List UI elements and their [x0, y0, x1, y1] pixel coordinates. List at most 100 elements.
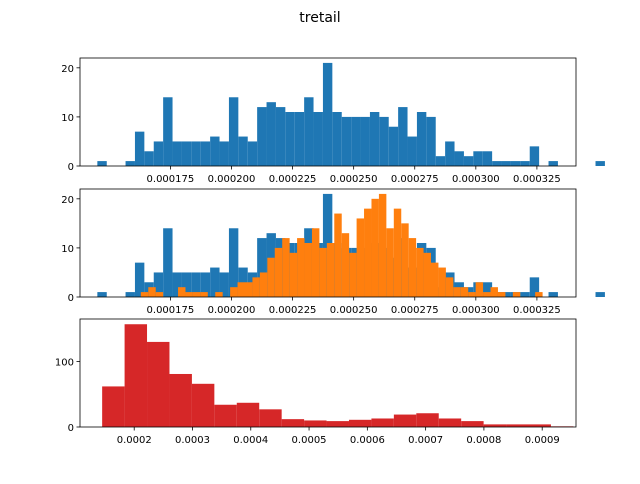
axes-frame — [79, 318, 577, 428]
histogram-bar-orange — [438, 267, 446, 297]
x-tick-label: 0.000200 — [208, 174, 256, 185]
x-tick-label: 0.000300 — [452, 305, 500, 316]
histogram-bar-orange — [200, 292, 208, 297]
subplot-2: 0 10 20 0.000175 0.000200 0.000225 0.000250 0.0… — [61, 188, 605, 316]
histogram-bar-orange — [416, 247, 424, 297]
histogram-bar-blue — [379, 116, 389, 166]
histogram-bar-blue — [510, 161, 521, 166]
histogram-bar-blue — [520, 161, 530, 166]
histogram-bar-blue — [191, 141, 201, 166]
histogram-bar-orange — [148, 287, 156, 297]
histogram-bar-blue — [407, 136, 417, 166]
y-tick-label: 100 — [55, 358, 74, 369]
histogram-bar-orange — [468, 292, 476, 297]
histogram-bar-blue — [482, 282, 493, 297]
histogram-bar-blue — [473, 151, 483, 166]
histogram-bar-blue — [228, 97, 239, 166]
x-tick-label: 0.0005 — [292, 435, 327, 446]
histogram-bar-blue — [210, 267, 220, 297]
histogram-bar-red — [124, 324, 148, 427]
y-tick-label: 10 — [61, 244, 74, 255]
x-tick-label: 0.0007 — [408, 435, 443, 446]
histogram-bar-orange — [237, 282, 245, 297]
histogram-bar-orange — [497, 292, 506, 297]
histogram-bar-blue — [210, 136, 220, 166]
histogram-bar-orange — [289, 252, 298, 297]
histogram-bar-blue — [228, 228, 239, 297]
histogram-bar-blue — [294, 112, 305, 166]
histogram-bar-blue — [548, 161, 558, 166]
histogram-bar-blue — [163, 97, 173, 166]
histogram-bar-orange — [192, 292, 201, 297]
y-tick-label: 10 — [61, 113, 74, 124]
histogram-bar-orange — [401, 223, 409, 297]
subplot-3: 0 100 0.0002 0.0003 0.0004 0.0005 0.0006 0.0007… — [55, 318, 577, 446]
histogram-bar-orange — [535, 292, 543, 297]
histogram-bar-orange — [334, 213, 342, 297]
histogram-bar-orange — [475, 282, 484, 297]
histogram-bar-blue — [595, 292, 605, 297]
histogram-bar-orange — [341, 233, 350, 297]
histogram-bar-blue — [529, 146, 540, 166]
histogram-bar-blue — [97, 292, 107, 297]
histogram-bar-blue — [181, 141, 192, 166]
histogram-bar-blue — [416, 112, 427, 166]
histogram-bar-blue — [266, 102, 276, 166]
histogram-bar-blue — [172, 141, 182, 166]
histogram-bar-orange — [304, 243, 312, 297]
y-tick-label: 0 — [68, 293, 74, 304]
x-tick-label: 0.000250 — [330, 305, 378, 316]
histogram-bar-blue — [332, 112, 342, 166]
histogram-bar-blue — [398, 107, 408, 166]
histogram-bar-orange — [155, 292, 164, 297]
histogram-bar-blue — [134, 131, 145, 166]
histogram-bar-red — [371, 418, 394, 427]
x-tick-label: 0.000250 — [330, 174, 378, 185]
histogram-bar-blue — [257, 107, 267, 166]
histogram-bar-orange — [386, 228, 394, 297]
histogram-bar-red — [483, 424, 507, 427]
histogram-bar-red — [326, 421, 349, 427]
x-tick-label: 0.0003 — [175, 435, 210, 446]
histogram-bar-orange — [378, 193, 387, 297]
histogram-bar-orange — [460, 287, 469, 297]
histogram-bar-orange — [245, 282, 253, 297]
histogram-bar-blue — [454, 151, 464, 166]
histogram-bar-blue — [200, 272, 211, 297]
histogram-bar-blue — [134, 262, 145, 297]
histogram-bar-orange — [267, 257, 275, 297]
histogram-bar-orange — [282, 238, 290, 297]
histogram-bar-red — [461, 421, 484, 427]
histogram-bar-blue — [482, 151, 493, 166]
histogram-bar-blue — [275, 107, 286, 166]
y-tick-label: 20 — [61, 195, 74, 206]
histogram-bar-blue — [548, 292, 558, 297]
histogram-bar-blue — [520, 292, 530, 297]
histogram-bar-red — [393, 414, 417, 427]
histogram-bar-red — [416, 413, 439, 427]
histogram-bar-orange — [185, 292, 193, 297]
histogram-bar-blue — [595, 161, 605, 166]
histogram-bar-orange — [215, 292, 223, 297]
x-tick-label: 0.0002 — [117, 435, 152, 446]
histogram-bar-blue — [529, 277, 540, 297]
histogram-bar-red — [528, 424, 551, 427]
histogram-bar-orange — [364, 208, 372, 297]
x-tick-label: 0.000275 — [391, 305, 439, 316]
histogram-bar-orange — [393, 208, 402, 297]
y-tick-label: 20 — [61, 64, 74, 75]
histogram-bar-blue — [219, 272, 229, 297]
histogram-bar-blue — [304, 97, 314, 166]
histogram-bar-orange — [453, 287, 461, 297]
x-tick-label: 0.000175 — [147, 305, 195, 316]
histogram-bar-blue — [285, 112, 295, 166]
histogram-bar-blue — [341, 116, 352, 166]
histogram-bar-orange — [274, 247, 283, 297]
histogram-bar-orange — [408, 238, 417, 297]
histogram-bar-blue — [322, 62, 333, 166]
x-tick-label: 0.000300 — [452, 174, 500, 185]
histogram-bar-red — [304, 420, 327, 427]
x-tick-label: 0.0009 — [525, 435, 560, 446]
